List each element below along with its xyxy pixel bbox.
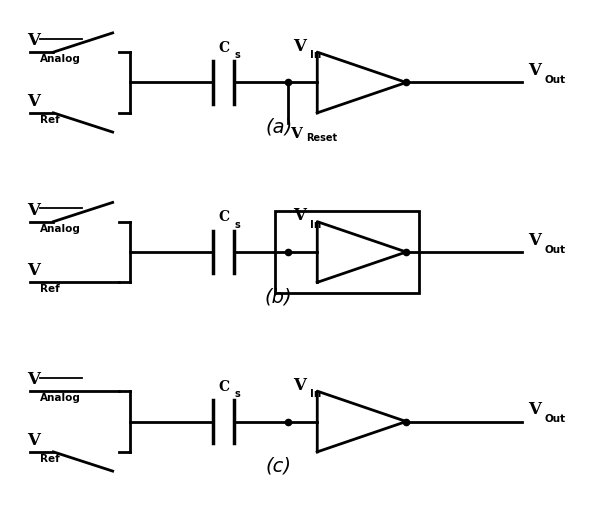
Text: V: V — [291, 126, 302, 140]
Text: (a): (a) — [265, 117, 292, 136]
Text: In: In — [310, 50, 321, 60]
Text: V: V — [27, 32, 40, 49]
Text: V: V — [27, 370, 40, 387]
Text: s: s — [235, 219, 240, 229]
Text: V: V — [528, 400, 541, 418]
Text: Out: Out — [544, 75, 566, 85]
Text: V: V — [27, 431, 40, 448]
Text: Out: Out — [544, 413, 566, 423]
Text: V: V — [294, 207, 307, 224]
Text: V: V — [27, 92, 40, 110]
Text: V: V — [27, 201, 40, 218]
Text: C: C — [218, 40, 229, 55]
Text: Ref: Ref — [40, 284, 59, 294]
Text: Reset: Reset — [307, 132, 337, 142]
Text: Ref: Ref — [40, 115, 59, 125]
Text: In: In — [310, 219, 321, 229]
Text: In: In — [310, 388, 321, 398]
Text: (b): (b) — [265, 286, 292, 306]
Bar — [275, 211, 419, 294]
Text: C: C — [218, 210, 229, 224]
Text: V: V — [528, 231, 541, 248]
Text: Analog: Analog — [40, 54, 81, 64]
Text: Analog: Analog — [40, 223, 81, 233]
Text: V: V — [294, 37, 307, 55]
Text: Analog: Analog — [40, 392, 81, 402]
Text: V: V — [294, 376, 307, 393]
Text: Ref: Ref — [40, 453, 59, 463]
Text: s: s — [235, 388, 240, 398]
Text: V: V — [528, 62, 541, 79]
Text: V: V — [27, 262, 40, 279]
Text: (c): (c) — [266, 456, 292, 475]
Text: C: C — [218, 379, 229, 393]
Text: s: s — [235, 50, 240, 60]
Text: Out: Out — [544, 244, 566, 254]
